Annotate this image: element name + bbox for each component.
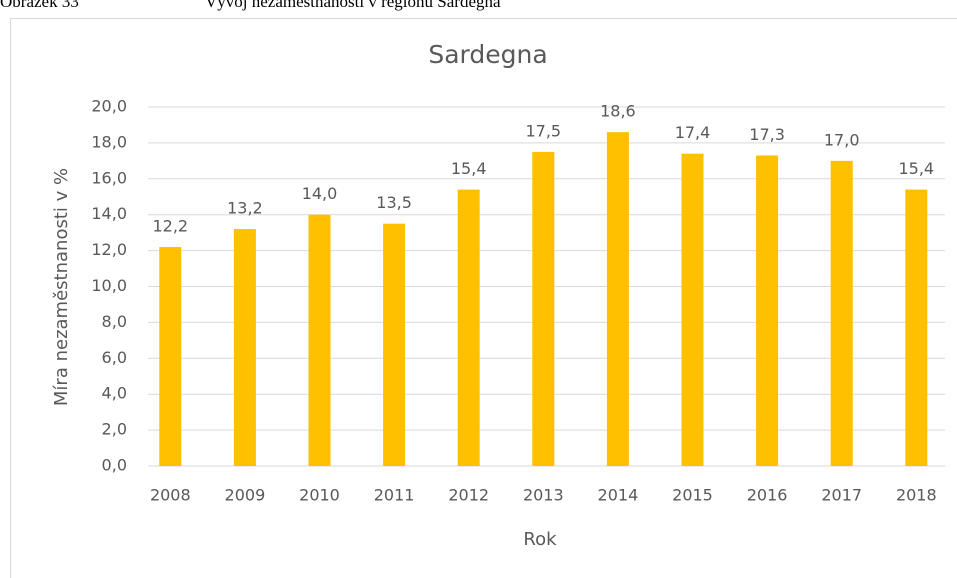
- data-label: 18,6: [600, 102, 636, 121]
- y-tick-label: 6,0: [102, 348, 127, 367]
- x-axis-label: Rok: [523, 529, 557, 550]
- bar: [681, 153, 704, 467]
- y-tick-label: 18,0: [91, 132, 127, 151]
- x-tick-label: 2008: [150, 486, 191, 505]
- bar: [532, 151, 555, 466]
- x-tick-label: 2015: [672, 486, 713, 505]
- x-tick-label: 2014: [598, 486, 639, 505]
- data-label: 17,4: [675, 123, 711, 142]
- y-tick-label: 20,0: [91, 97, 127, 116]
- y-tick-label: 14,0: [91, 204, 127, 223]
- y-tick-label: 4,0: [102, 384, 127, 403]
- y-axis-label: Míra nezaměstnanosti v %: [51, 168, 72, 406]
- data-label: 15,4: [898, 159, 934, 178]
- bar: [383, 223, 406, 466]
- data-label: 13,5: [376, 193, 412, 212]
- bar: [606, 132, 629, 466]
- caption-label: Obrázek 33: [0, 0, 79, 11]
- bar: [457, 189, 480, 466]
- bar: [308, 214, 331, 466]
- data-label: 17,5: [525, 121, 561, 140]
- y-tick-label: 16,0: [91, 168, 127, 187]
- data-label: 17,3: [749, 125, 785, 144]
- x-tick-label: 2009: [225, 486, 266, 505]
- bar: [756, 155, 779, 466]
- x-tick-label: 2010: [299, 486, 340, 505]
- caption-text: Vývoj nezaměstnanosti v regionu Sardegna: [205, 0, 501, 11]
- x-tick-label: 2013: [523, 486, 564, 505]
- y-tick-label: 2,0: [102, 420, 127, 439]
- data-label: 13,2: [227, 199, 263, 218]
- y-tick-label: 8,0: [102, 312, 127, 331]
- data-label: 17,0: [824, 130, 860, 149]
- bar: [905, 189, 928, 466]
- bar: [830, 160, 853, 466]
- y-tick-label: 10,0: [91, 276, 127, 295]
- x-tick-label: 2016: [747, 486, 788, 505]
- bar: [233, 229, 256, 466]
- chart-title: Sardegna: [428, 40, 547, 69]
- data-label: 15,4: [451, 159, 487, 178]
- x-tick-label: 2018: [896, 486, 937, 505]
- bar: [159, 247, 182, 466]
- x-tick-label: 2012: [448, 486, 489, 505]
- x-tick-label: 2011: [374, 486, 415, 505]
- data-label: 12,2: [152, 217, 188, 236]
- y-tick-label: 12,0: [91, 240, 127, 259]
- x-tick-label: 2017: [821, 486, 862, 505]
- y-tick-label: 0,0: [102, 456, 127, 475]
- data-label: 14,0: [302, 184, 338, 203]
